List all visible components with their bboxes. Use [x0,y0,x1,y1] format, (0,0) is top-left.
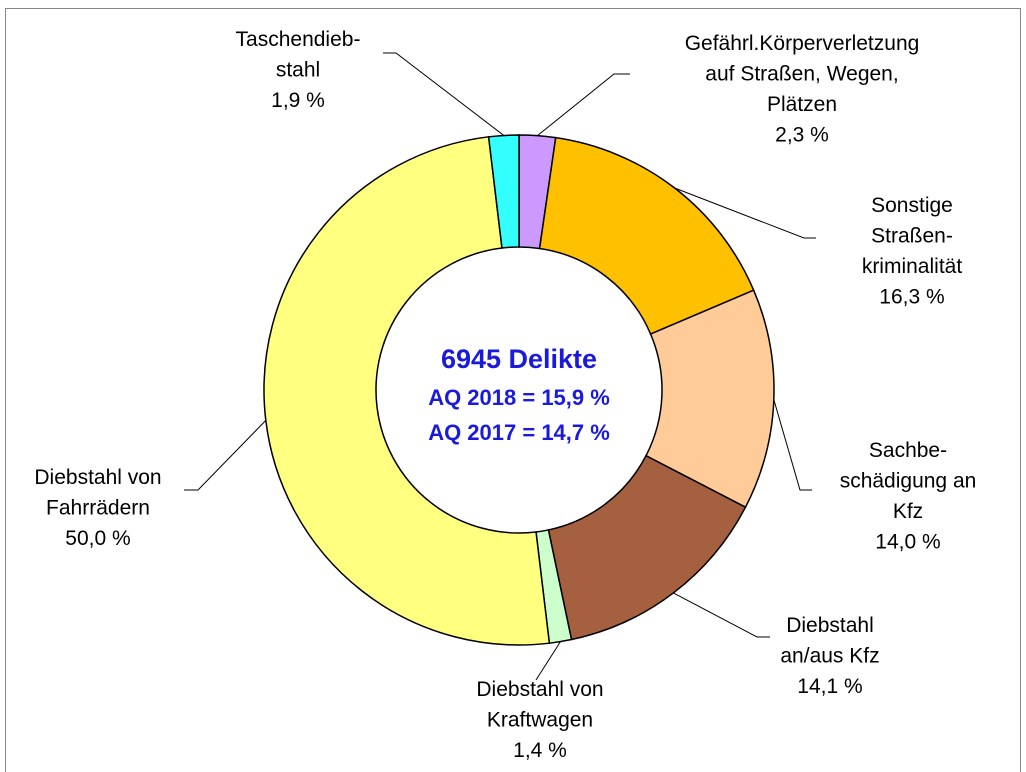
center-title: 6945 Delikte [441,344,597,374]
leader-line [537,73,630,137]
leader-line [184,420,267,491]
frame [5,8,1021,772]
value-label: 1,4 % [513,739,567,762]
slice-label: stahl [276,59,320,82]
slice-label: auf Straßen, Wegen, [705,63,898,86]
slice-label: schädigung an [840,470,977,493]
leader-line [773,399,812,491]
slice-label: Diebstahl von [476,678,603,701]
slice-label: Straßen- [871,225,953,248]
slice-label: kriminalität [862,255,963,278]
leader-line [383,52,505,136]
slice-label: Plätzen [767,93,837,116]
value-label: 14,0 % [875,531,940,554]
slice [487,134,520,249]
slice-label: Kfz [893,500,923,523]
slice-label: Fahrrädern [46,497,150,520]
slice-label: Diebstahl von [34,466,161,489]
slice-label: Kraftwagen [487,709,593,732]
slice [263,135,551,646]
slice-label: an/aus Kfz [780,645,879,668]
slice [538,136,755,336]
center-note: AQ 2017 = 14,7 % [428,420,610,445]
leader-line [673,592,770,638]
value-label: 14,1 % [797,675,862,698]
slice-label: Taschendieb- [236,28,361,51]
value-label: 2,3 % [775,124,829,147]
slice-label: Diebstahl [786,614,874,637]
slice-label: Sachbe- [869,439,947,462]
center-note: AQ 2018 = 15,9 % [428,385,610,410]
leader-line [674,187,816,239]
value-label: 50,0 % [65,527,130,550]
value-label: 1,9 % [271,89,325,112]
slice-label: Gefährl.Körperverletzung [685,32,920,55]
leader-line [535,641,561,681]
slice-label: Sonstige [871,194,953,217]
value-label: 16,3 % [879,286,944,309]
